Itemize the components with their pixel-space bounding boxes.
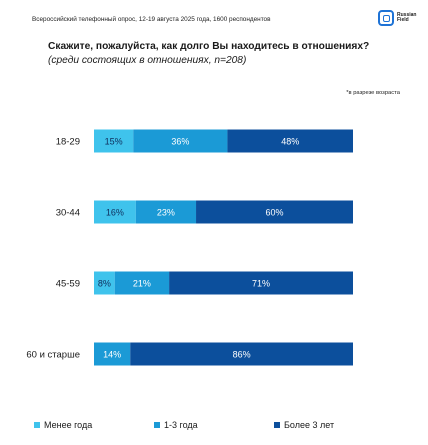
question-text: Скажите, пожалуйста, как долго Вы находи… bbox=[48, 41, 370, 52]
bar-segment bbox=[227, 129, 353, 153]
legend-label: 1-3 года bbox=[164, 420, 198, 430]
data-label: 60% bbox=[266, 208, 284, 218]
legend-swatch bbox=[274, 422, 280, 428]
category-label: 30-44 bbox=[56, 208, 80, 219]
category-label: 60 и старше bbox=[26, 350, 80, 361]
data-label: 14% bbox=[103, 350, 121, 360]
data-label: 48% bbox=[281, 137, 299, 147]
bar-segment bbox=[94, 129, 134, 153]
data-label: 23% bbox=[157, 208, 175, 218]
legend-item-over-three: Более 3 лет bbox=[274, 420, 334, 430]
category-label: 18-29 bbox=[56, 137, 80, 148]
data-label: 36% bbox=[171, 137, 189, 147]
bar-segment bbox=[196, 200, 353, 224]
legend-item-one-three: 1-3 года bbox=[154, 420, 274, 430]
data-label: 15% bbox=[105, 137, 123, 147]
bar-segment bbox=[94, 271, 115, 295]
chart-legend: Менее года 1-3 года Более 3 лет bbox=[34, 420, 414, 430]
legend-label: Менее года bbox=[44, 420, 93, 430]
russian-field-logo-icon bbox=[378, 10, 394, 26]
bar-segment bbox=[169, 271, 353, 295]
bar-segment bbox=[135, 200, 197, 224]
data-label: 16% bbox=[106, 208, 124, 218]
bar-segment bbox=[94, 200, 136, 224]
legend-label: Более 3 лет bbox=[284, 420, 335, 430]
category-label: 45-59 bbox=[56, 279, 80, 290]
legend-swatch bbox=[154, 422, 160, 428]
legend-item-less-year: Менее года bbox=[34, 420, 154, 430]
logo-text: Russian Field bbox=[397, 11, 417, 23]
data-label: 8% bbox=[98, 279, 111, 289]
breakdown-note: *в разрезе возраста bbox=[346, 90, 400, 96]
bar-segment bbox=[130, 342, 353, 366]
survey-note: Всероссийский телефонный опрос, 12-19 ав… bbox=[32, 16, 271, 23]
legend-swatch bbox=[34, 422, 40, 428]
bar-segment bbox=[94, 342, 131, 366]
chart-title: Скажите, пожалуйста, как долго Вы находи… bbox=[48, 40, 378, 67]
question-subtitle: (среди состоящих в отношениях, n=208) bbox=[48, 54, 247, 66]
bar-segment bbox=[133, 129, 228, 153]
bar-segment bbox=[114, 271, 170, 295]
data-label: 21% bbox=[133, 279, 151, 289]
logo: Russian Field bbox=[378, 10, 416, 26]
data-label: 71% bbox=[252, 279, 270, 289]
data-label: 86% bbox=[233, 350, 251, 360]
